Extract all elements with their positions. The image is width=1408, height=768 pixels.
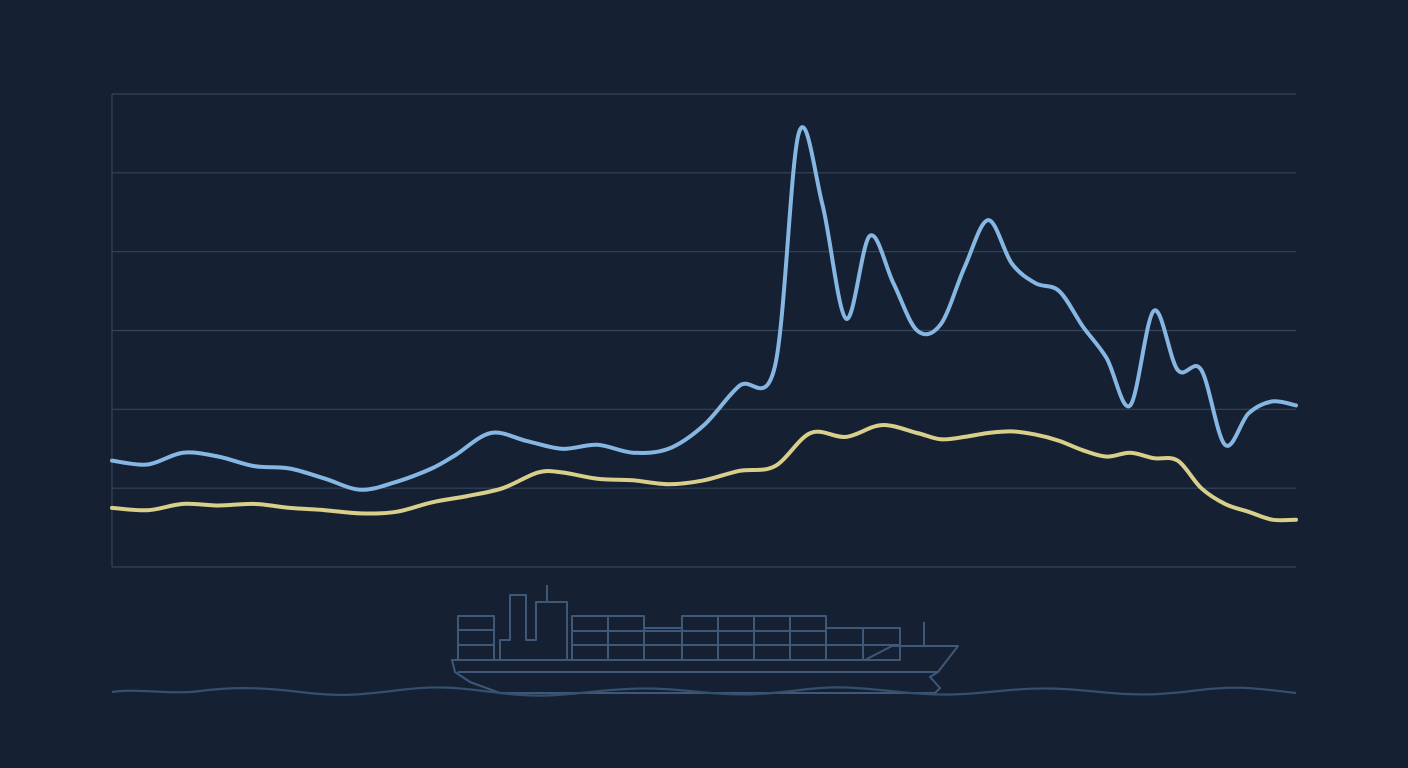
container-stack-aft [457,615,495,661]
series-layer [110,125,1298,523]
grid-lines [112,93,1296,489]
axes [111,94,1296,568]
ship-bridge [499,594,568,660]
series-line-2 [110,423,1298,523]
series-line-1 [110,125,1298,492]
container-stacks [571,615,901,661]
container-ship-icon [451,585,959,694]
ship-hull [451,645,959,694]
water-line [111,686,1297,697]
